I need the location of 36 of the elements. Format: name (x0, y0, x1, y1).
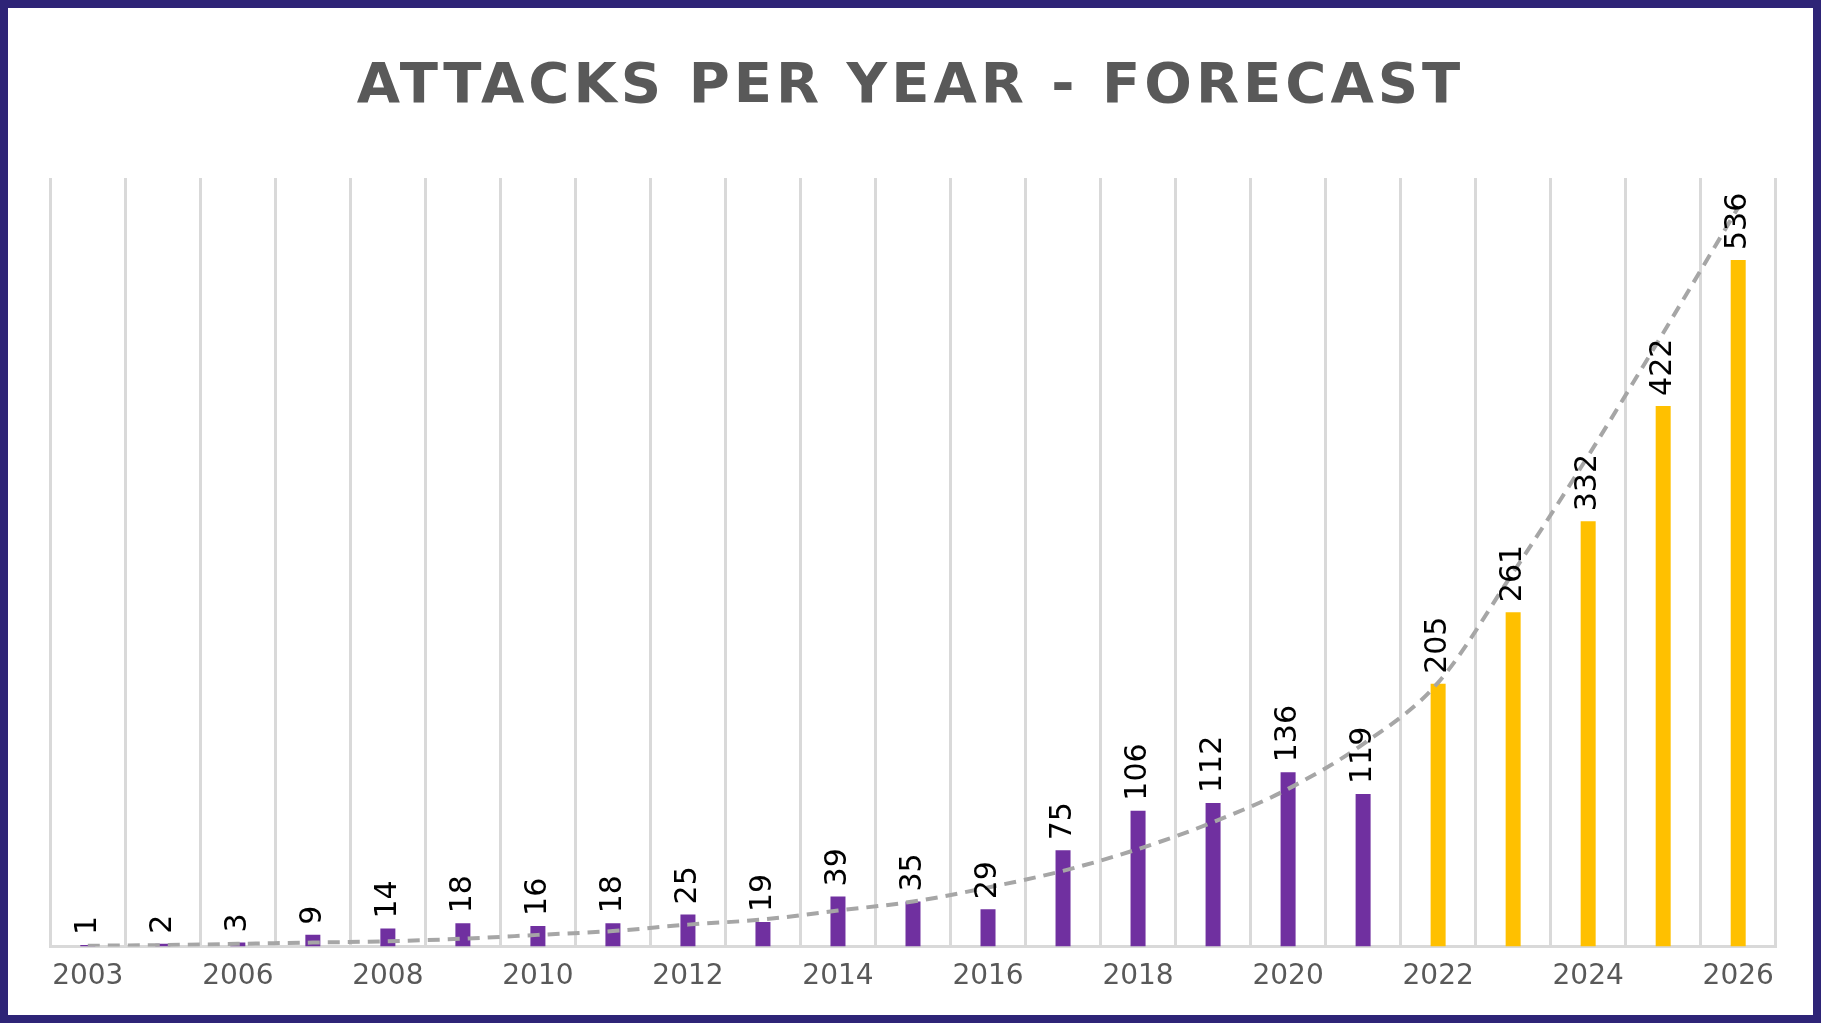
data-label: 19 (742, 873, 778, 913)
x-tick-label: 2020 (1252, 958, 1324, 992)
data-label: 9 (292, 905, 328, 925)
data-label: 136 (1267, 704, 1303, 763)
data-label: 422 (1642, 338, 1678, 396)
x-tick-label: 2003 (52, 958, 124, 992)
data-label: 205 (1417, 616, 1453, 674)
x-tick-label: 2014 (802, 958, 874, 992)
data-label: 16 (517, 877, 553, 916)
x-tick-label: 2006 (202, 958, 274, 992)
x-tick-label: 2008 (352, 958, 424, 992)
data-label: 106 (1117, 743, 1153, 801)
chart-title: ATTACKS PER YEAR - FORECAST (355, 50, 1466, 115)
data-label: 261 (1492, 544, 1528, 603)
data-label: 119 (1342, 726, 1378, 784)
x-tick-label: 2026 (1702, 958, 1774, 992)
data-label: 1 (67, 916, 103, 936)
x-tick-label: 2012 (652, 958, 724, 992)
data-label: 332 (1567, 453, 1603, 512)
data-label: 112 (1192, 735, 1228, 793)
x-tick-label: 2022 (1402, 958, 1474, 992)
x-tick-label: 2016 (952, 958, 1024, 992)
x-tick-label: 2024 (1552, 958, 1624, 992)
data-label: 35 (892, 853, 928, 892)
data-label: 39 (817, 848, 853, 887)
data-label: 3 (217, 913, 253, 933)
data-label: 536 (1718, 192, 1753, 250)
data-label: 25 (667, 866, 703, 905)
data-label: 75 (1042, 802, 1078, 841)
data-label: 14 (367, 880, 403, 919)
data-label: 18 (592, 875, 628, 914)
data-label: 2 (142, 914, 178, 934)
x-tick-label: 2010 (502, 958, 574, 992)
data-label: 29 (967, 861, 1003, 900)
data-label: 18 (442, 875, 478, 914)
x-tick-label: 2018 (1102, 958, 1174, 992)
